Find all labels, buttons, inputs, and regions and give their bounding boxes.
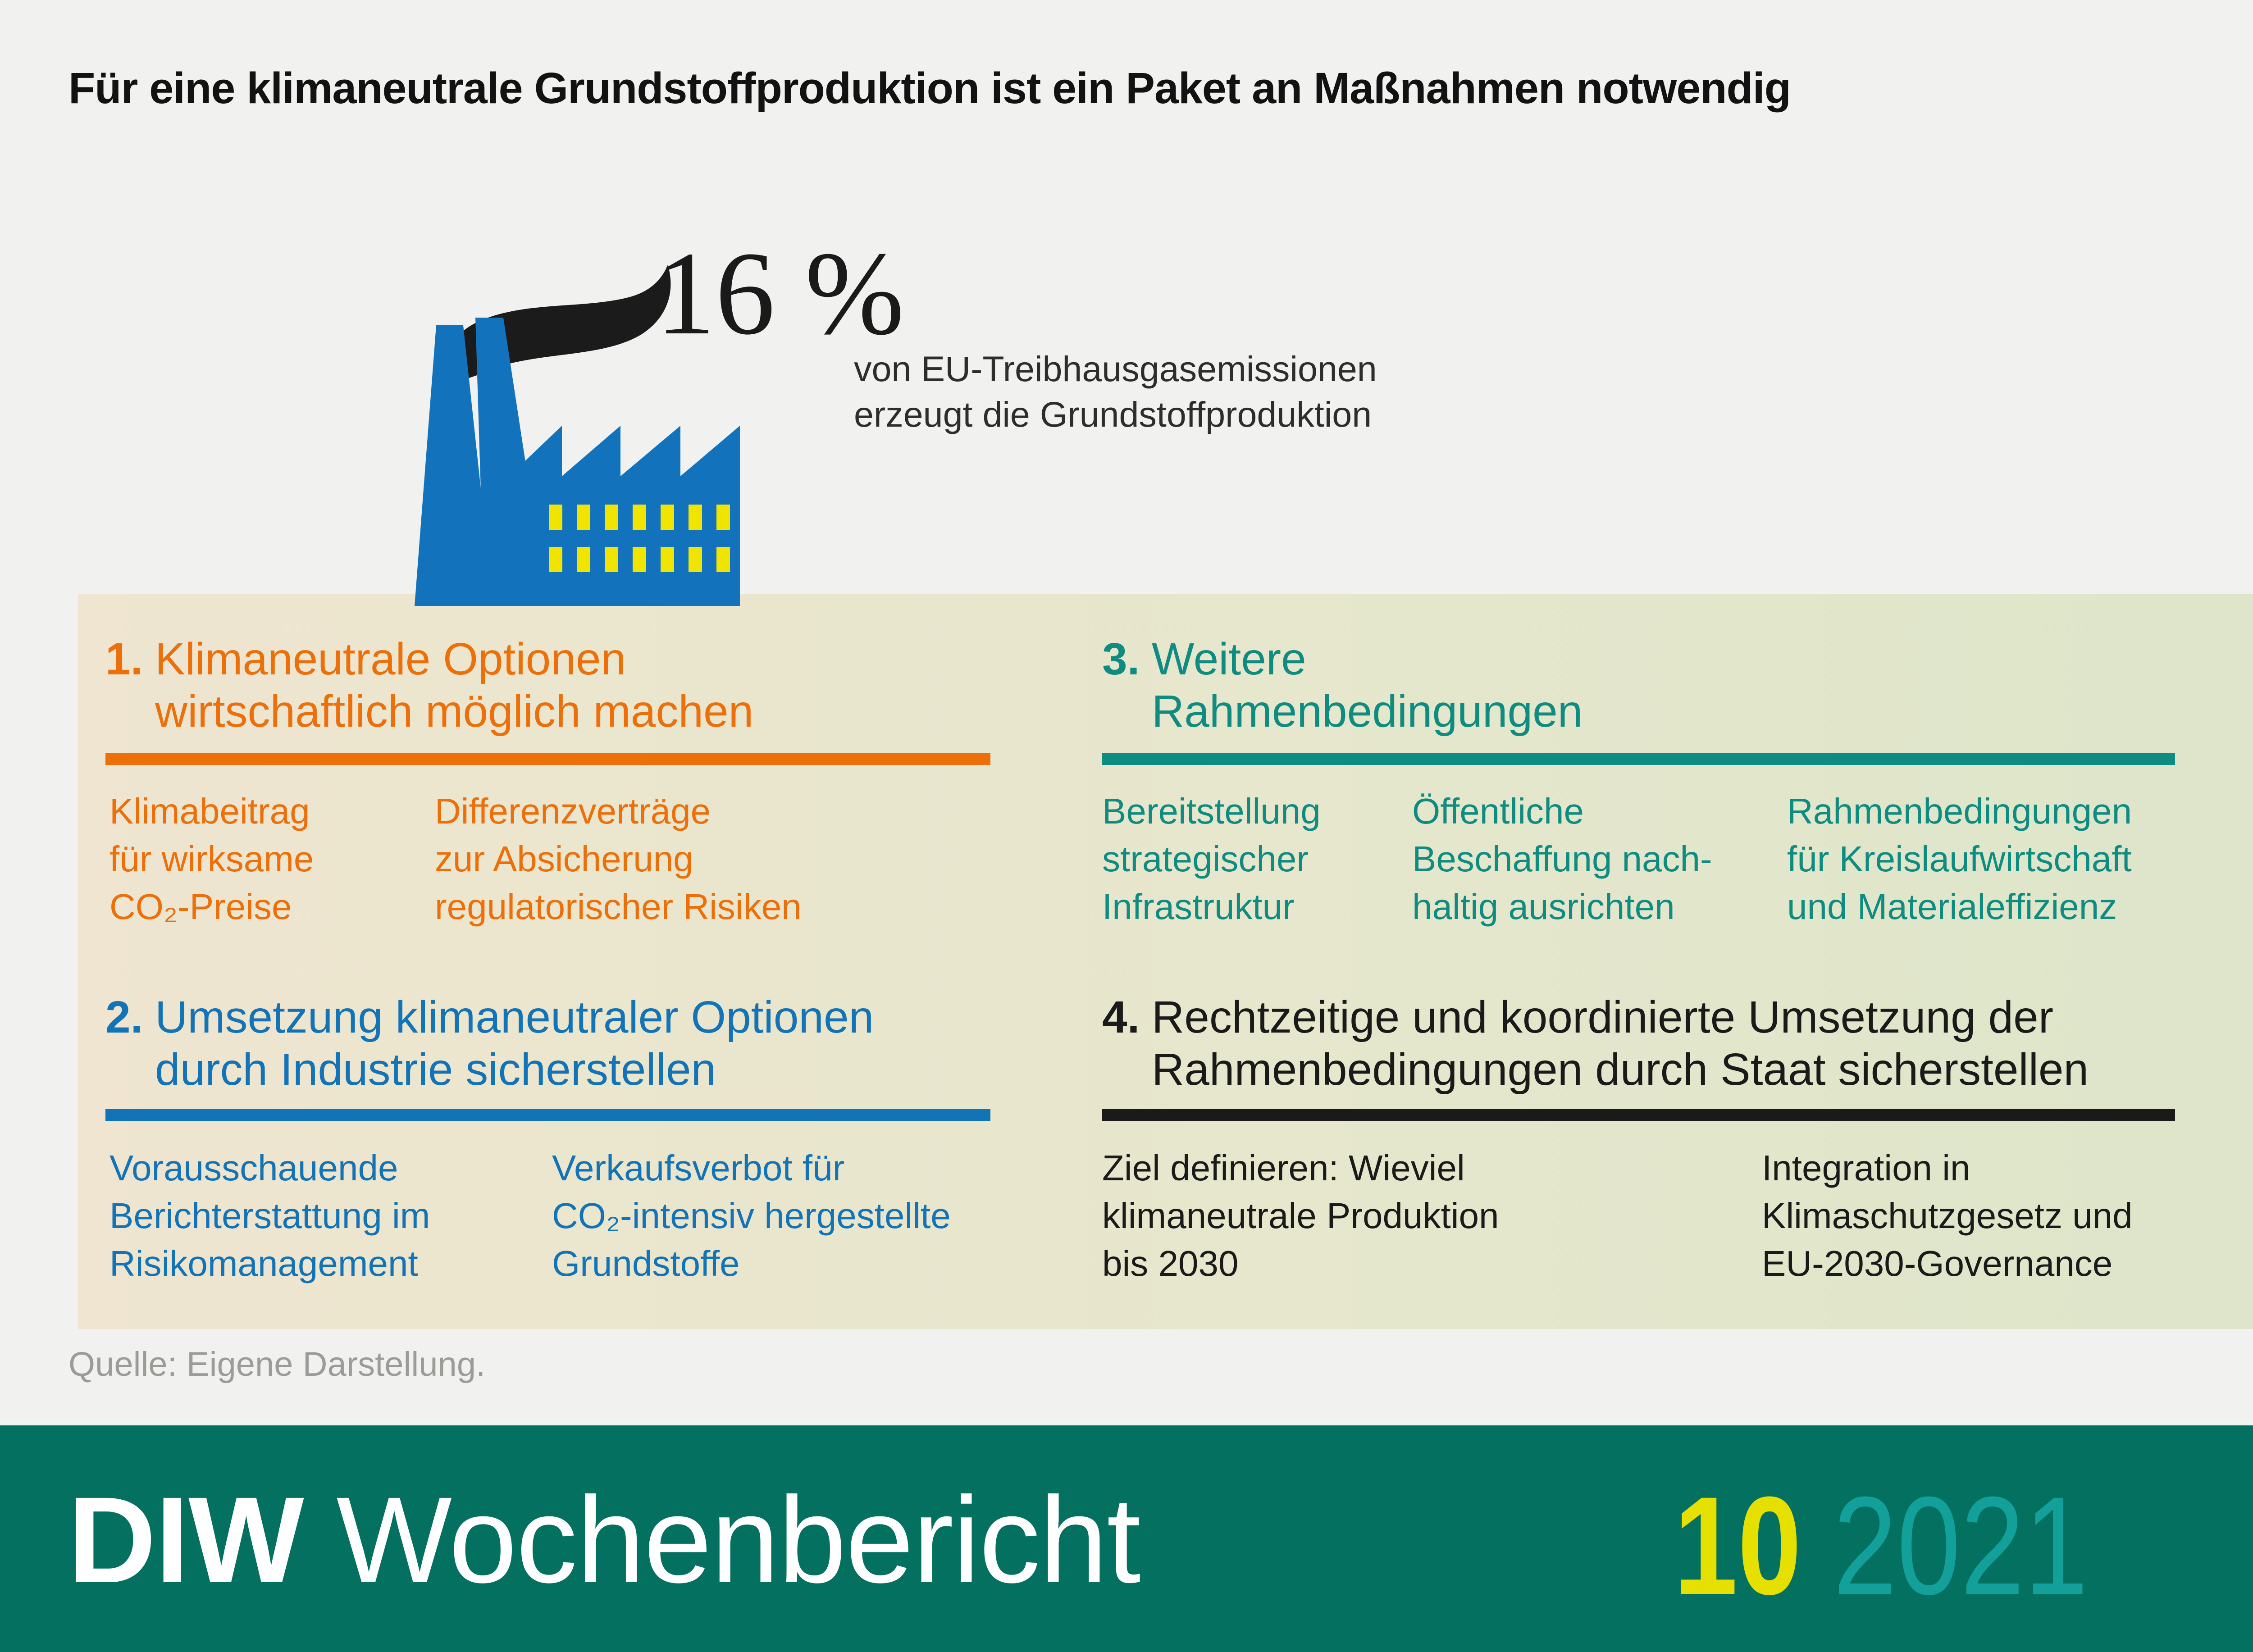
section-3-number: 3.	[1102, 634, 1140, 684]
list-item: CO₂-Preise	[109, 887, 292, 927]
list-item: Infrastruktur	[1102, 887, 1295, 927]
list-item: Klimabeitrag	[109, 791, 310, 831]
list-item: Grundstoffe	[552, 1243, 740, 1283]
list-item: Differenzverträge	[435, 791, 711, 831]
emission-caption-line2: erzeugt die Grundstoffproduktion	[854, 394, 1372, 434]
section-1-heading-lines: Klimaneutrale Optionen wirtschaftlich mö…	[155, 633, 1029, 737]
section-4-heading-line1: Rechtzeitige und koordinierte Umsetzung …	[1152, 992, 2054, 1042]
section-4-heading-lines: Rechtzeitige und koordinierte Umsetzung …	[1152, 991, 2206, 1096]
factory-chimney-left	[415, 325, 493, 606]
section-3-rule	[1102, 753, 2175, 765]
section-2-column-1: Vorausschauende Berichterstattung im Ris…	[109, 1144, 542, 1288]
list-item: Bereitstellung	[1102, 791, 1321, 831]
section-1-heading-line1: Klimaneutrale Optionen	[155, 634, 626, 684]
source-note: Quelle: Eigene Darstellung.	[68, 1345, 486, 1383]
section-1-rule	[105, 753, 990, 765]
list-item: und Materialeffizienz	[1787, 887, 2117, 927]
list-item: zur Absicherung	[435, 839, 693, 879]
page-title: Für eine klimaneutrale Grundstoffprodukt…	[68, 64, 1791, 113]
publication-name-regular: Wochenbericht	[336, 1471, 1140, 1608]
list-item: Vorausschauende	[109, 1148, 398, 1188]
list-item: EU-2030-Governance	[1762, 1243, 2113, 1283]
section-1-column-1: Klimabeitrag für wirksame CO₂-Preise	[109, 787, 420, 931]
section-2-heading: 2. Umsetzung klimaneutraler Optionen dur…	[105, 991, 1052, 1096]
list-item: Öffentliche	[1412, 791, 1584, 831]
section-2-number: 2.	[105, 992, 143, 1042]
list-item: haltig ausrichten	[1412, 887, 1675, 927]
section-1-heading-line2: wirtschaftlich möglich machen	[155, 686, 754, 737]
emission-caption-line1: von EU-Treibhausgasemissionen	[854, 349, 1377, 389]
section-2-rule	[105, 1109, 990, 1121]
section-4-rule	[1102, 1109, 2175, 1121]
list-item: bis 2030	[1102, 1243, 1239, 1283]
section-2-heading-line1: Umsetzung klimaneutraler Optionen	[155, 992, 874, 1042]
publication-wordmark: DIW Wochenbericht	[68, 1470, 1141, 1611]
list-item: CO₂-intensiv hergestellte	[552, 1196, 951, 1236]
section-4-column-2: Integration in Klimaschutzgesetz und EU-…	[1762, 1144, 2194, 1288]
factory-building	[509, 426, 740, 606]
list-item: für Kreislaufwirtschaft	[1787, 839, 2132, 879]
list-item: Integration in	[1762, 1148, 1970, 1188]
list-item: für wirksame	[109, 839, 314, 879]
publication-name-bold: DIW	[68, 1471, 304, 1608]
list-item: Beschaffung nach-	[1412, 839, 1712, 879]
list-item: Rahmenbedingungen	[1787, 791, 2132, 831]
factory-windows	[549, 505, 730, 572]
list-item: klimaneutrale Produktion	[1102, 1196, 1499, 1236]
list-item: Risikomanagement	[109, 1243, 418, 1283]
list-item: Klimaschutzgesetz und	[1762, 1196, 2133, 1236]
section-1-number: 1.	[105, 634, 143, 684]
section-4-heading-line2: Rahmenbedingungen durch Staat sicherstel…	[1152, 1044, 2089, 1095]
footer-band	[0, 1425, 2253, 1652]
section-4-heading: 4. Rechtzeitige und koordinierte Umsetzu…	[1102, 991, 2206, 1096]
section-1-column-2: Differenzverträge zur Absicherung regula…	[435, 787, 994, 931]
factory-icon	[415, 265, 740, 606]
list-item: Berichterstattung im	[109, 1196, 430, 1236]
list-item: Ziel definieren: Wieviel	[1102, 1148, 1465, 1188]
section-4-number: 4.	[1102, 992, 1140, 1042]
issue-label: 10 2021	[1674, 1465, 2088, 1626]
section-3-heading: 3. Weitere Rahmenbedingungen	[1102, 633, 2184, 737]
list-item: regulatorischer Risiken	[435, 887, 802, 927]
section-1-heading: 1. Klimaneutrale Optionen wirtschaftlich…	[105, 633, 1029, 737]
issue-number: 10	[1674, 1467, 1801, 1624]
section-3-heading-line2: Rahmenbedingungen	[1152, 686, 1583, 737]
section-3-heading-lines: Weitere Rahmenbedingungen	[1152, 633, 2184, 737]
section-3-column-1: Bereitstellung strategischer Infrastrukt…	[1102, 787, 1400, 931]
emission-share-value: 16 %	[656, 228, 904, 360]
footer-separator	[0, 1420, 2253, 1425]
section-4-column-1: Ziel definieren: Wieviel klimaneutrale P…	[1102, 1144, 1697, 1288]
issue-year: 2021	[1833, 1467, 2088, 1624]
process-arrow-polygon	[78, 594, 2253, 1329]
list-item: strategischer	[1102, 839, 1309, 879]
section-3-column-3: Rahmenbedingungen für Kreislaufwirtschaf…	[1787, 787, 2193, 931]
section-3-column-2: Öffentliche Beschaffung nach- haltig aus…	[1412, 787, 1773, 931]
section-2-heading-lines: Umsetzung klimaneutraler Optionen durch …	[155, 991, 1052, 1096]
list-item: Verkaufsverbot für	[552, 1148, 845, 1188]
section-3-heading-line1: Weitere	[1152, 634, 1306, 684]
section-2-heading-line2: durch Industrie sicherstellen	[155, 1044, 716, 1095]
emission-share-caption: von EU-Treibhausgasemissionen erzeugt di…	[854, 346, 1377, 437]
section-2-column-2: Verkaufsverbot für CO₂-intensiv hergeste…	[552, 1144, 1102, 1288]
